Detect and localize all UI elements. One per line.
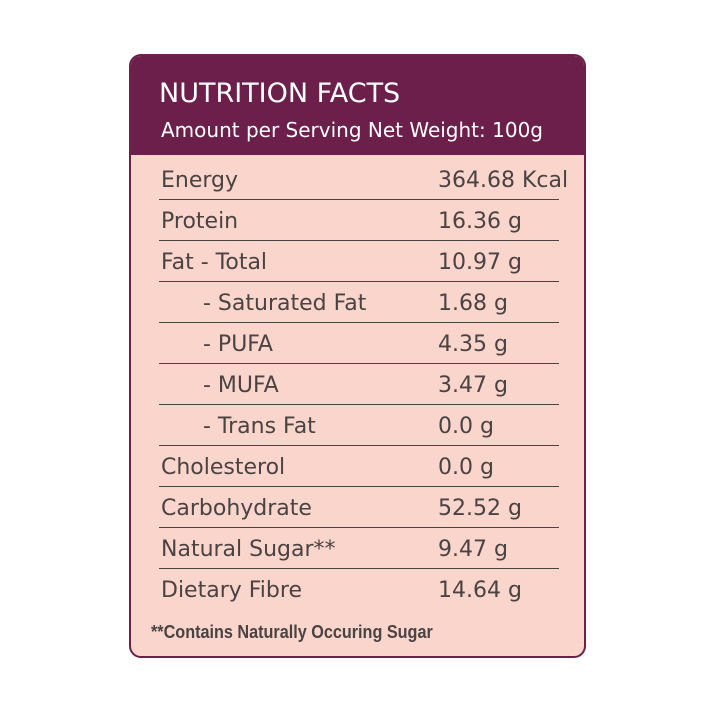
nutrient-row-natural-sugar: Natural Sugar** 9.47 g	[131, 529, 584, 570]
nutrient-row-carbohydrate: Carbohydrate 52.52 g	[131, 488, 584, 529]
row-divider	[159, 445, 559, 446]
row-divider	[159, 199, 559, 200]
nutrient-row-cholesterol: Cholesterol 0.0 g	[131, 447, 584, 488]
nutrition-title: NUTRITION FACTS	[159, 78, 401, 109]
nutrient-value: 9.47 g	[438, 537, 508, 562]
nutrient-label: - Trans Fat	[203, 414, 316, 439]
nutrient-row-protein: Protein 16.36 g	[131, 201, 584, 242]
nutrient-label: Natural Sugar**	[161, 537, 336, 562]
nutrient-value: 1.68 g	[438, 291, 508, 316]
nutrient-value: 52.52 g	[438, 496, 522, 521]
nutrient-value: 10.97 g	[438, 250, 522, 275]
nutrient-label: Cholesterol	[161, 455, 286, 480]
nutrient-row-energy: Energy 364.68 Kcal	[131, 160, 584, 201]
nutrient-label: Dietary Fibre	[161, 578, 302, 603]
row-divider	[159, 568, 559, 569]
nutrient-value: 16.36 g	[438, 209, 522, 234]
nutrition-header: NUTRITION FACTS Amount per Serving Net W…	[131, 56, 584, 155]
nutrient-row-dietary-fibre: Dietary Fibre 14.64 g	[131, 570, 584, 611]
nutrient-label: - Saturated Fat	[203, 291, 367, 316]
nutrient-value: 4.35 g	[438, 332, 508, 357]
serving-subtitle: Amount per Serving Net Weight: 100g	[161, 118, 543, 142]
nutrient-row-pufa: - PUFA 4.35 g	[131, 324, 584, 365]
nutrient-row-mufa: - MUFA 3.47 g	[131, 365, 584, 406]
nutrient-value: 0.0 g	[438, 455, 494, 480]
nutrient-value: 364.68 Kcal	[438, 168, 569, 193]
row-divider	[159, 281, 559, 282]
nutrient-value: 14.64 g	[438, 578, 522, 603]
nutrient-label: Energy	[161, 168, 239, 193]
row-divider	[159, 404, 559, 405]
nutrient-row-fat-total: Fat - Total 10.97 g	[131, 242, 584, 283]
nutrient-label: Fat - Total	[161, 250, 268, 275]
row-divider	[159, 363, 559, 364]
row-divider	[159, 240, 559, 241]
row-divider	[159, 527, 559, 528]
nutrient-label: Protein	[161, 209, 239, 234]
sugar-footnote: **Contains Naturally Occuring Sugar	[151, 622, 433, 642]
nutrient-label: - MUFA	[203, 373, 279, 398]
nutrient-label: Carbohydrate	[161, 496, 312, 521]
nutrient-value: 3.47 g	[438, 373, 508, 398]
row-divider	[159, 486, 559, 487]
nutrient-label: - PUFA	[203, 332, 273, 357]
row-divider	[159, 322, 559, 323]
nutrient-value: 0.0 g	[438, 414, 494, 439]
nutrient-row-saturated-fat: - Saturated Fat 1.68 g	[131, 283, 584, 324]
nutrition-facts-panel: NUTRITION FACTS Amount per Serving Net W…	[129, 54, 586, 658]
nutrient-row-trans-fat: - Trans Fat 0.0 g	[131, 406, 584, 447]
